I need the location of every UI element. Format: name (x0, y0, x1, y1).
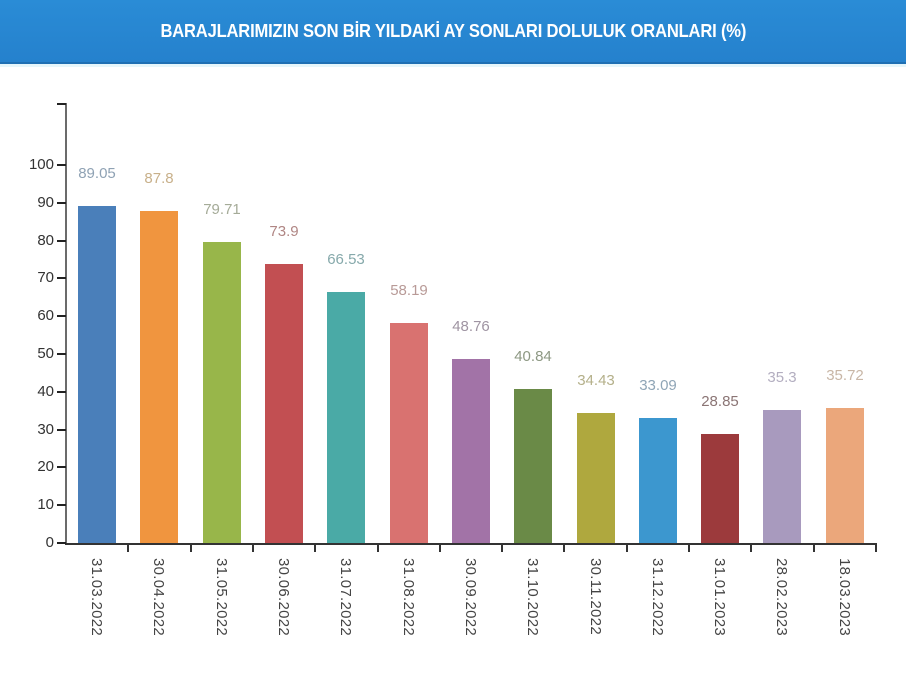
x-tick (563, 544, 565, 552)
x-category-label: 31.10.2022 (524, 558, 541, 637)
y-tick-label: 60 (37, 307, 54, 325)
bar-30-04-2022[interactable] (140, 211, 178, 543)
bar-value-label: 35.72 (826, 367, 864, 384)
bar-value-label: 48.76 (452, 318, 490, 335)
y-tick (57, 542, 66, 544)
y-tick (57, 239, 66, 242)
bar-31-08-2022[interactable] (390, 323, 428, 543)
y-tick-label: 50 (37, 345, 54, 362)
x-category-label: 30.04.2022 (150, 558, 167, 637)
x-tick (626, 544, 628, 552)
x-tick (439, 544, 441, 552)
bar-value-label: 58.19 (390, 282, 428, 299)
x-tick (190, 544, 192, 552)
y-tick-label: 30 (37, 420, 54, 438)
bar-31-05-2022[interactable] (203, 242, 241, 543)
y-tick (57, 353, 66, 355)
x-tick (252, 544, 254, 552)
bar-31-03-2022[interactable] (78, 206, 116, 543)
x-tick (813, 544, 815, 552)
bar-30-11-2022[interactable] (577, 413, 615, 543)
bar-value-label: 89.05 (78, 165, 116, 182)
x-category-label: 31.07.2022 (337, 558, 354, 637)
y-tick (57, 390, 66, 393)
y-tick (57, 201, 66, 204)
bar-28-02-2023[interactable] (763, 410, 801, 543)
bar-31-10-2022[interactable] (514, 389, 552, 543)
bar-value-label: 79.71 (203, 201, 241, 218)
bar-30-09-2022[interactable] (452, 359, 490, 543)
bar-31-01-2023[interactable] (701, 434, 739, 543)
x-tick (875, 544, 877, 552)
bar-31-12-2022[interactable] (639, 418, 677, 543)
y-tick-label: 80 (37, 231, 54, 249)
bar-value-label: 35.3 (767, 369, 797, 386)
x-category-label: 30.11.2022 (587, 558, 604, 635)
bar-value-label: 40.84 (514, 348, 552, 365)
bar-value-label: 87.8 (144, 170, 174, 187)
y-tick (57, 164, 66, 166)
y-tick (57, 428, 66, 431)
x-tick (314, 544, 316, 552)
x-category-label: 28.02.2023 (773, 558, 790, 637)
bar-18-03-2023[interactable] (826, 408, 864, 543)
y-axis (65, 103, 67, 544)
x-category-label: 31.01.2023 (711, 558, 728, 637)
x-tick (750, 544, 752, 552)
x-tick (501, 544, 503, 552)
bar-31-07-2022[interactable] (327, 292, 365, 543)
y-tick (57, 315, 66, 318)
x-category-label: 31.12.2022 (649, 558, 666, 637)
y-tick-label: 10 (37, 496, 54, 514)
x-category-label: 30.09.2022 (462, 558, 479, 637)
y-tick (57, 466, 66, 469)
y-tick (57, 504, 66, 507)
y-tick-label: 40 (37, 382, 54, 400)
x-category-label: 30.06.2022 (275, 558, 292, 637)
x-category-label: 31.05.2022 (213, 558, 230, 637)
y-tick-label: 100 (28, 156, 54, 173)
x-tick (127, 544, 129, 552)
x-category-label: 31.08.2022 (400, 558, 417, 637)
bar-value-label: 73.9 (269, 223, 299, 240)
bar-value-label: 66.53 (327, 251, 365, 268)
y-tick-label: 20 (37, 458, 54, 476)
chart-title-banner: BARAJLARIMIZIN SON BİR YILDAKİ AY SONLAR… (0, 0, 906, 67)
chart-title: BARAJLARIMIZIN SON BİR YILDAKİ AY SONLAR… (160, 20, 746, 41)
y-tick-label: 70 (37, 269, 54, 287)
y-tick (57, 277, 66, 280)
x-tick (377, 544, 379, 552)
y-tick-label: 0 (45, 534, 54, 551)
bar-value-label: 28.85 (701, 393, 739, 410)
x-axis (65, 543, 877, 545)
x-category-label: 18.03.2023 (836, 558, 853, 637)
bar-30-06-2022[interactable] (265, 264, 303, 543)
bar-value-label: 33.09 (639, 377, 677, 394)
x-category-label: 31.03.2022 (88, 558, 105, 637)
bar-value-label: 34.43 (577, 372, 615, 389)
x-tick (688, 544, 690, 552)
y-tick-label: 90 (37, 193, 54, 211)
y-axis-top-tick (57, 103, 66, 105)
